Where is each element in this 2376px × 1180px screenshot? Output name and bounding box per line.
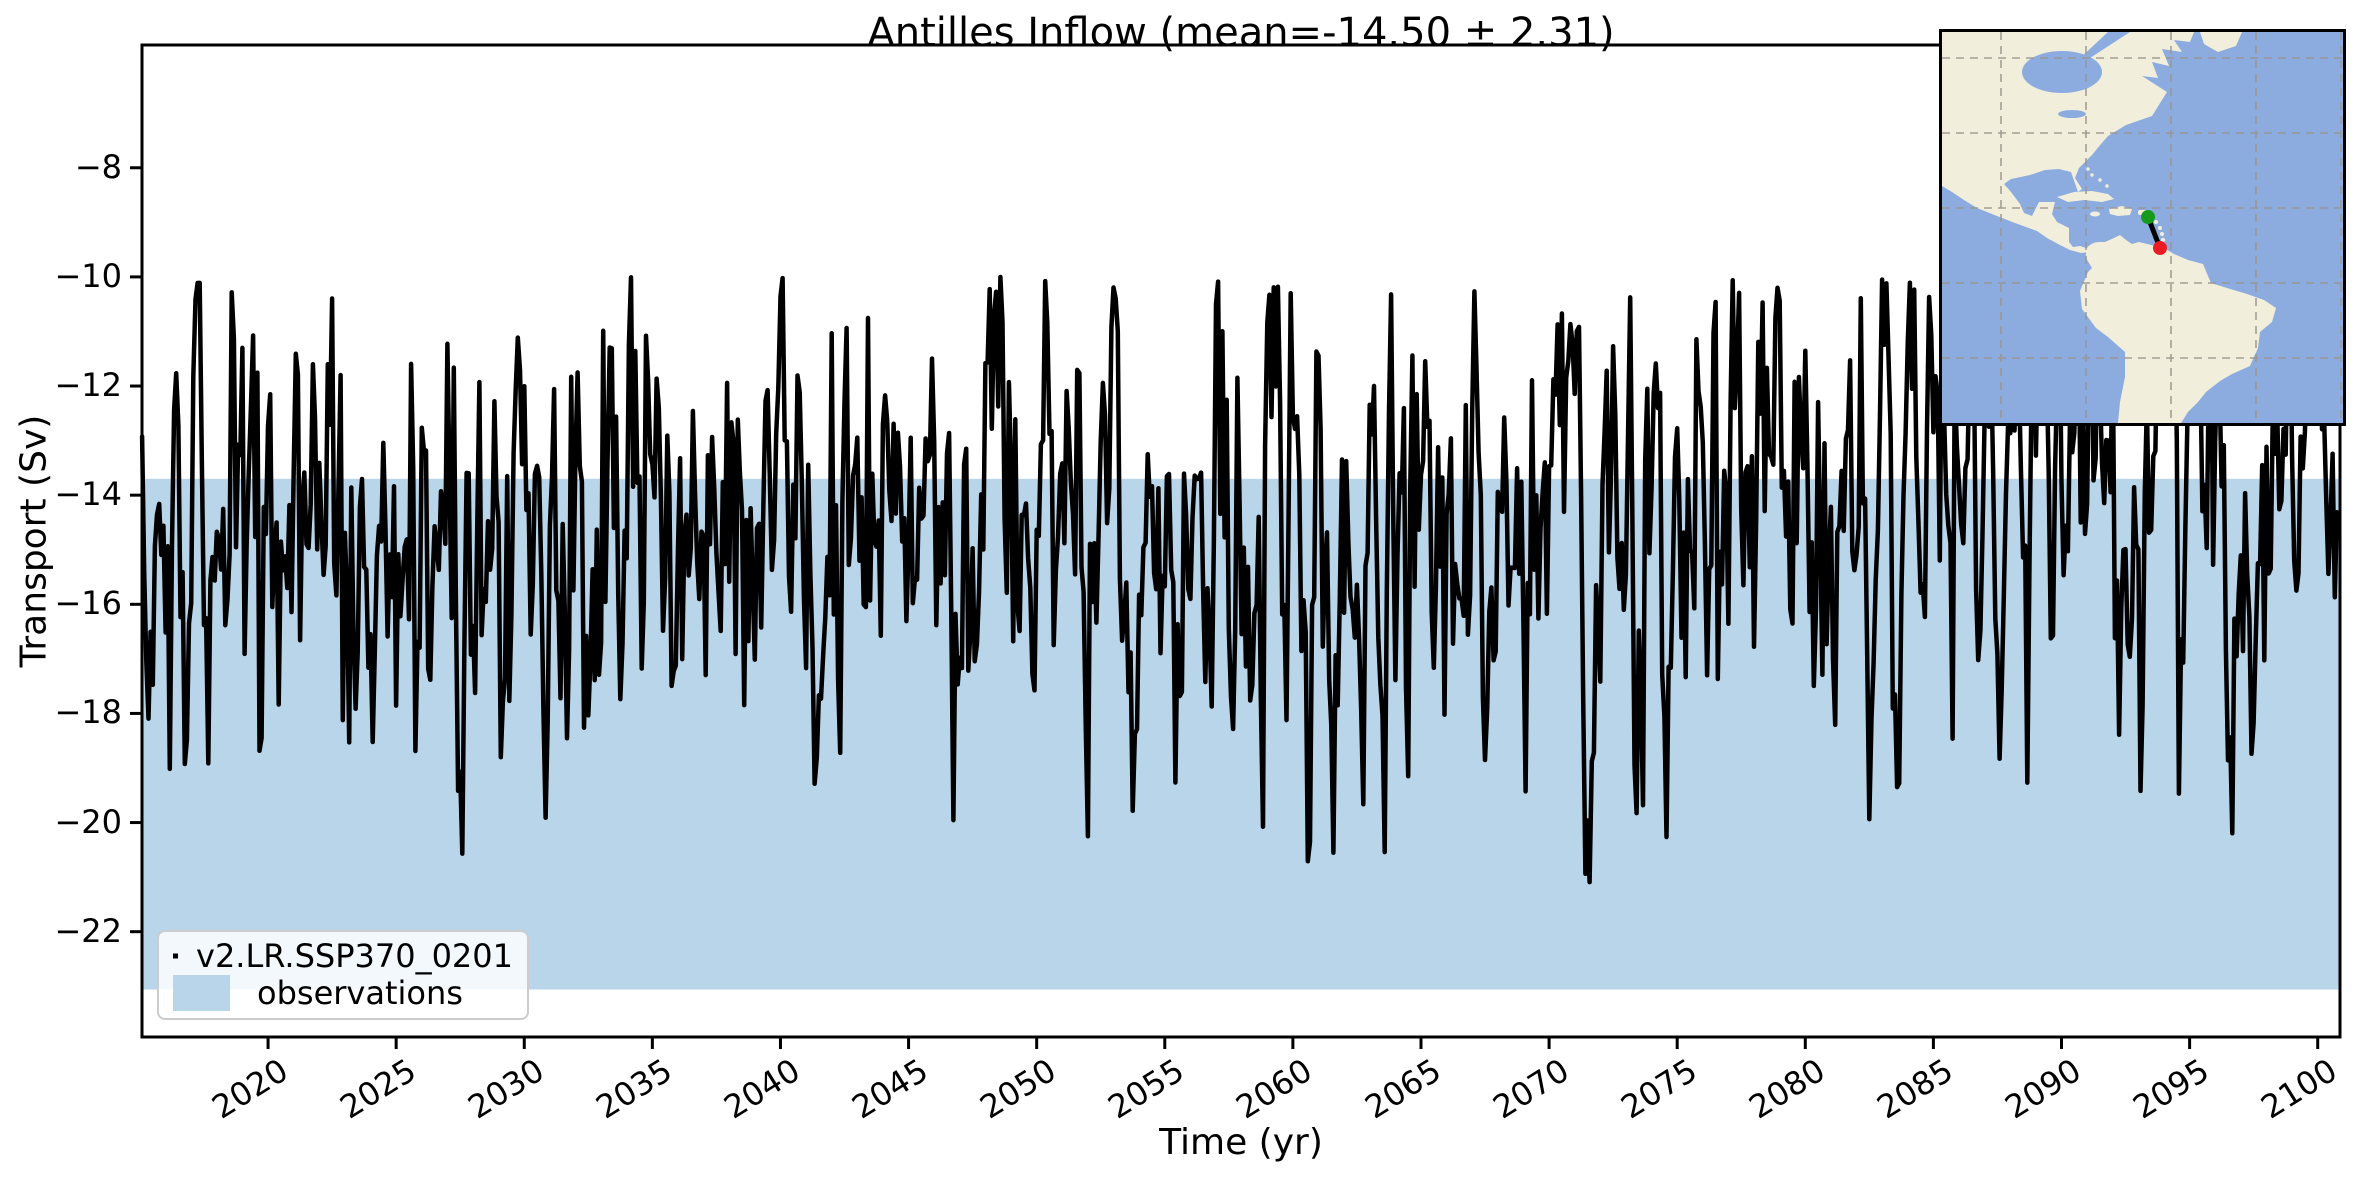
legend-patch-swatch xyxy=(173,974,230,1011)
map-hudson-bay xyxy=(2022,51,2102,93)
y-tick-label: −10 xyxy=(54,256,122,295)
map-graticule xyxy=(1942,32,2343,423)
map-land-south-america xyxy=(2080,235,2276,423)
inset-map-svg xyxy=(1942,32,2343,423)
y-tick-label: −18 xyxy=(54,693,122,732)
legend-label-observations: observations xyxy=(257,973,463,1012)
map-land-greenland xyxy=(2200,32,2242,52)
y-tick-label: −14 xyxy=(54,475,122,514)
chart-title: Antilles Inflow (mean=-14.50 ± 2.31) xyxy=(867,10,1615,56)
y-axis-label: Transport (Sv) xyxy=(13,414,55,668)
legend-line-swatch xyxy=(173,953,178,958)
map-great-lakes xyxy=(2058,110,2086,118)
y-tick-label: −8 xyxy=(74,147,122,186)
map-island-cuba xyxy=(2057,191,2114,202)
map-land-north-america xyxy=(1942,32,2194,253)
legend-entry-model: v2.LR.SSP370_0201 xyxy=(173,940,513,972)
map-hudson-strait xyxy=(2078,32,2130,60)
inset-map xyxy=(1939,29,2346,426)
plot-frame xyxy=(140,43,2342,1039)
y-tick-label: −16 xyxy=(54,584,122,623)
legend-label-model: v2.LR.SSP370_0201 xyxy=(196,936,513,975)
y-tick-label: −12 xyxy=(54,366,122,405)
map-section-start-point xyxy=(2141,210,2155,224)
map-islands-bahamas xyxy=(2086,167,2109,188)
y-tick-label: −20 xyxy=(54,802,122,841)
x-axis-label: Time (yr) xyxy=(1159,1122,1323,1163)
axis-ticks xyxy=(130,166,2320,1049)
y-tick-label: −22 xyxy=(54,911,122,950)
legend-entry-observations: observations xyxy=(173,973,513,1012)
map-section-end-point xyxy=(2153,241,2167,255)
legend: v2.LR.SSP370_0201 observations xyxy=(157,930,529,1020)
map-island-jamaica xyxy=(2090,211,2100,217)
